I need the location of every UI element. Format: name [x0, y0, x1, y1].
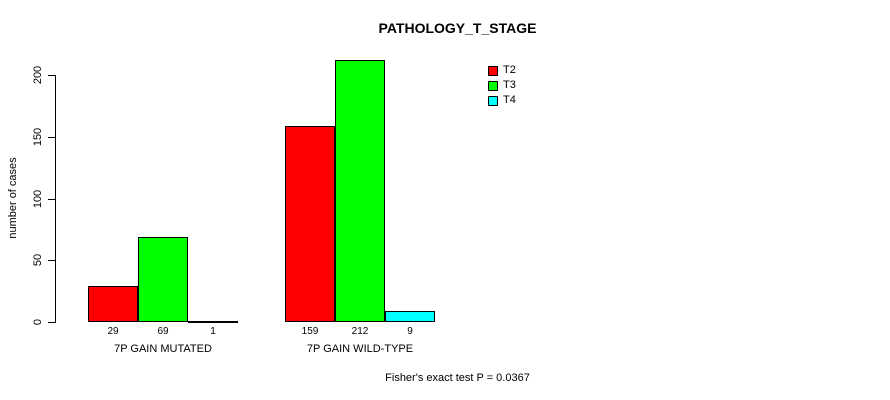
legend-label: T2 — [503, 64, 516, 76]
legend-swatch-t4 — [488, 95, 498, 106]
bar-value-label: 29 — [107, 326, 119, 337]
legend-item: T3 — [488, 78, 516, 93]
y-tick-mark — [48, 75, 55, 77]
chart-title: PATHOLOGY_T_STAGE — [378, 20, 537, 36]
bar-t4 — [188, 320, 238, 323]
y-tick-mark — [48, 198, 55, 200]
legend-label: T4 — [503, 94, 516, 106]
bar-value-label: 9 — [407, 326, 413, 337]
y-tick-label: 50 — [32, 254, 44, 267]
legend: T2 T3 T4 — [488, 63, 516, 108]
bar-value-label: 69 — [157, 326, 169, 337]
y-axis-line — [55, 75, 56, 323]
legend-item: T4 — [488, 93, 516, 108]
y-tick-label: 100 — [32, 189, 44, 208]
legend-swatch-t2 — [488, 65, 498, 76]
bar-value-label: 159 — [301, 326, 319, 337]
y-tick-label: 150 — [32, 127, 44, 147]
legend-item: T2 — [488, 63, 516, 78]
bar-t3 — [335, 60, 385, 322]
y-tick-mark — [48, 136, 55, 138]
x-category-label: 7P GAIN WILD-TYPE — [306, 343, 414, 355]
bar-t2 — [285, 125, 335, 322]
y-tick-label: 0 — [32, 318, 44, 326]
legend-label: T3 — [503, 79, 516, 91]
y-tick-label: 200 — [32, 66, 44, 85]
bar-t3 — [138, 236, 188, 322]
stat-test-note: Fisher's exact test P = 0.0367 — [385, 372, 530, 384]
y-tick-mark — [48, 322, 55, 323]
bar-t2 — [88, 286, 138, 322]
x-category-label: 7P GAIN MUTATED — [114, 343, 212, 355]
bar-value-label: 1 — [210, 326, 216, 337]
bar-value-label: 212 — [351, 326, 369, 337]
y-tick-mark — [48, 260, 55, 262]
bar-t4 — [385, 310, 435, 322]
legend-swatch-t3 — [488, 80, 498, 91]
